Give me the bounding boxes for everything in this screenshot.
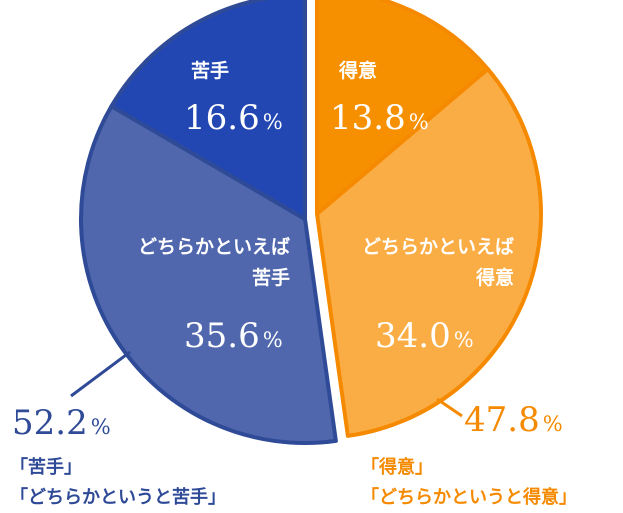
slice-label-text: 苦手 (191, 59, 229, 82)
total-caption: 「苦手」 (10, 456, 82, 478)
total-caption: 「得意」 (361, 456, 433, 478)
total-value: 47.8% (464, 400, 563, 440)
slice-label-text: 苦手 (252, 266, 290, 289)
slice-label-dochira-tokui: どちらかといえば 得意 34.0% (362, 236, 514, 356)
slice-tokui (315, 0, 490, 216)
slice-label-text: 得意 (338, 59, 377, 82)
slice-value: 16.6% (184, 98, 283, 138)
slice-label-nigate: 苦手 16.6% (184, 59, 283, 138)
slice-label-text: どちらかといえば (138, 236, 290, 258)
slice-dochira-nigate (79, 104, 338, 445)
slice-dochira-tokui (315, 67, 543, 438)
slice-value: 35.6% (184, 316, 283, 356)
slice-nigate (109, 0, 307, 221)
leader-line-nigate-total (70, 350, 131, 398)
slice-value: 13.8% (330, 98, 429, 138)
slice-value: 34.0% (375, 316, 474, 356)
total-nigate: 52.2% 「苦手」 「どちらかというと苦手」 (10, 403, 226, 508)
slice-label-text: 得意 (475, 266, 514, 289)
slice-label-tokui: 得意 13.8% (330, 59, 429, 138)
total-value: 52.2% (12, 403, 111, 443)
total-tokui: 47.8% 「得意」 「どちらかというと得意」 (361, 400, 577, 508)
slice-label-text: どちらかといえば (362, 236, 514, 258)
total-caption: 「どちらかというと苦手」 (10, 486, 226, 508)
total-caption: 「どちらかというと得意」 (361, 486, 577, 508)
leader-line-tokui-total (436, 397, 463, 418)
slice-label-dochira-nigate: どちらかといえば 苦手 35.6% (138, 236, 290, 356)
